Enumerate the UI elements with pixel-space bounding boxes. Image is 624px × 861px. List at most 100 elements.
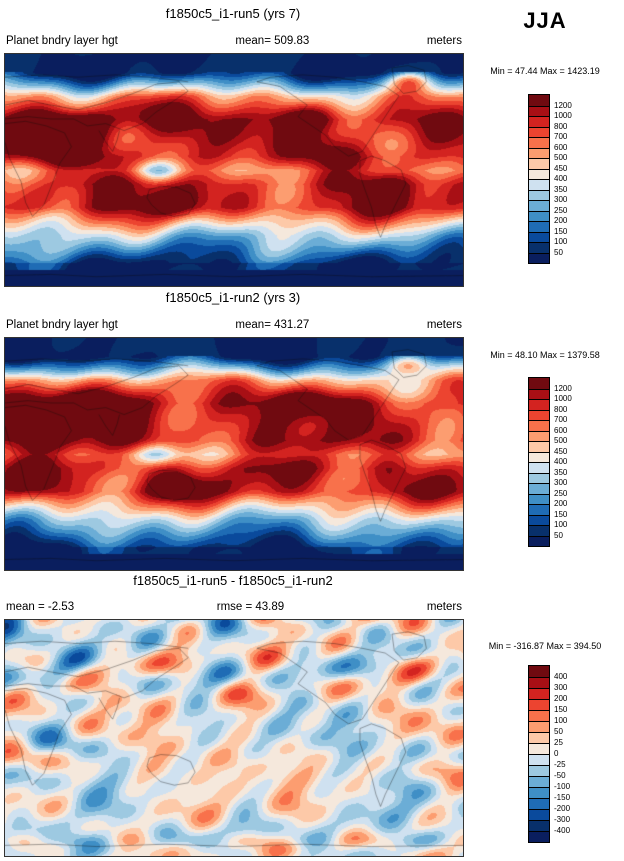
colorbar-segment (529, 483, 549, 494)
colorbar-segment (529, 721, 549, 732)
colorbar-tick-label: 50 (554, 247, 563, 257)
colorbar-segment (529, 754, 549, 765)
colorbar-segment (529, 472, 549, 483)
colorbar-tick-label: 1000 (554, 111, 572, 120)
panel3-minmax-label: Min = -316.87 Max = 394.50 (488, 641, 602, 651)
colorbar-tick-label: 200 (554, 216, 568, 225)
colorbar-segment (529, 95, 549, 106)
colorbar-segment (529, 147, 549, 158)
colorbar-tick-label: -400 (554, 826, 571, 835)
colorbar-segment (529, 430, 549, 441)
colorbar-segment (529, 158, 549, 169)
colorbar-tick-label: 500 (554, 436, 568, 445)
colorbar-segment (529, 677, 549, 688)
colorbar-tick-label: -150 (554, 793, 571, 802)
colorbar-segment (529, 699, 549, 710)
colorbar-segment (529, 688, 549, 699)
colorbar-tick-label: 300 (554, 195, 568, 204)
colorbar-segment (529, 242, 549, 253)
colorbar-segment (529, 493, 549, 504)
colorbar-tick-label: 150 (554, 705, 568, 714)
panel1-minmax-label: Min = 47.44 Max = 1423.19 (490, 66, 600, 76)
season-label: JJA (523, 8, 567, 33)
colorbar-segment (529, 820, 549, 831)
panel3-title: f1850c5_i1-run5 - f1850c5_i1-run2 (133, 573, 333, 588)
colorbar-tick-label: 350 (554, 467, 568, 477)
colorbar-segment (529, 732, 549, 743)
colorbar-segment (529, 252, 549, 263)
colorbar-segment (529, 798, 549, 809)
map-run5 (4, 53, 464, 287)
colorbar-segment (529, 378, 549, 389)
panel2-mean-label: mean= 431.27 (235, 319, 310, 331)
colorbar-segment (529, 776, 549, 787)
colorbar-tick-label: 400 (554, 672, 568, 681)
colorbar-tick-label: 400 (554, 174, 568, 183)
colorbar-tick-label: 50 (554, 530, 563, 540)
colorbar-segment (529, 787, 549, 798)
colorbar-segment (529, 743, 549, 754)
colorbar-tick-label: 300 (554, 683, 568, 692)
panel3-rmse-label: rmse = 43.89 (216, 601, 285, 613)
colorbar-tick-label: -100 (554, 782, 571, 791)
panel1-title: f1850c5_i1-run5 (yrs 7) (165, 6, 301, 21)
colorbar-segment (529, 189, 549, 200)
panel3-stats-row: mean = -2.53 rmse = 43.89 meters (6, 601, 462, 613)
colorbar-tick-label: 600 (554, 142, 568, 152)
colorbar-tick-label: 1200 (554, 383, 572, 393)
colorbar-segment (529, 399, 549, 410)
panel2-stats-row: Planet bndry layer hgt mean= 431.27 mete… (6, 319, 462, 331)
colorbar-tick-label: 150 (554, 226, 568, 236)
colorbar-segment (529, 221, 549, 232)
colorbar-tick-label: 800 (554, 121, 568, 131)
colorbar-segment (529, 210, 549, 221)
colorbar-segment (529, 409, 549, 420)
colorbar-tick-label: 50 (554, 727, 563, 736)
colorbar-tick-label: 350 (554, 184, 568, 194)
colorbar-segment (529, 168, 549, 179)
panel2-minmax-label: Min = 48.10 Max = 1379.58 (490, 350, 600, 360)
colorbar-segment (529, 462, 549, 473)
colorbar-tick-label: 300 (554, 478, 568, 487)
panel2-title: f1850c5_i1-run2 (yrs 3) (165, 290, 301, 305)
colorbar-segment (529, 514, 549, 525)
colorbar-segment (529, 137, 549, 148)
panel3-colorbar: 400 300 200 150 100 50 25 0 -25 -50 -100 -150 -200 -3… (528, 665, 570, 843)
map-difference (4, 619, 464, 857)
colorbar-tick-label: 250 (554, 488, 568, 498)
colorbar-tick-label: 25 (554, 738, 563, 747)
colorbar-segment (529, 388, 549, 399)
colorbar-tick-label: -50 (554, 771, 566, 780)
panel1-variable-label: Planet bndry layer hgt (6, 35, 118, 47)
panel3-units-label: meters (426, 601, 462, 613)
colorbar-tick-label: 800 (554, 404, 568, 414)
colorbar-segment (529, 116, 549, 127)
colorbar-segment (529, 504, 549, 515)
colorbar-tick-label: 100 (554, 237, 568, 246)
colorbar-tick-label: 1200 (554, 100, 572, 110)
colorbar-tick-label: 700 (554, 415, 568, 424)
colorbar-segment (529, 765, 549, 776)
map-run2 (4, 337, 464, 571)
panel1-units-label: meters (426, 35, 462, 47)
colorbar-tick-label: 450 (554, 446, 568, 456)
colorbar-segment (529, 179, 549, 190)
panel3-mean-label: mean = -2.53 (6, 601, 75, 613)
colorbar-segment (529, 200, 549, 211)
colorbar-tick-label: 400 (554, 457, 568, 466)
panel2-variable-label: Planet bndry layer hgt (6, 319, 118, 331)
colorbar-segment (529, 451, 549, 462)
colorbar-segment (529, 710, 549, 721)
colorbar-tick-label: 600 (554, 425, 568, 435)
panel1-colorbar: 1200 1000 800 700 600 500 450 400 350 300 250 200 15… (528, 94, 572, 264)
colorbar-segment (529, 105, 549, 116)
colorbar-tick-label: 500 (554, 153, 568, 162)
pan2-units-label: meters (426, 319, 462, 331)
colorbar-segment (529, 441, 549, 452)
colorbar-tick-label: -200 (554, 804, 571, 813)
colorbar-segment (529, 809, 549, 820)
colorbar-segment (529, 831, 549, 842)
colorbar-tick-label: 150 (554, 509, 568, 519)
colorbar-segment (529, 126, 549, 137)
